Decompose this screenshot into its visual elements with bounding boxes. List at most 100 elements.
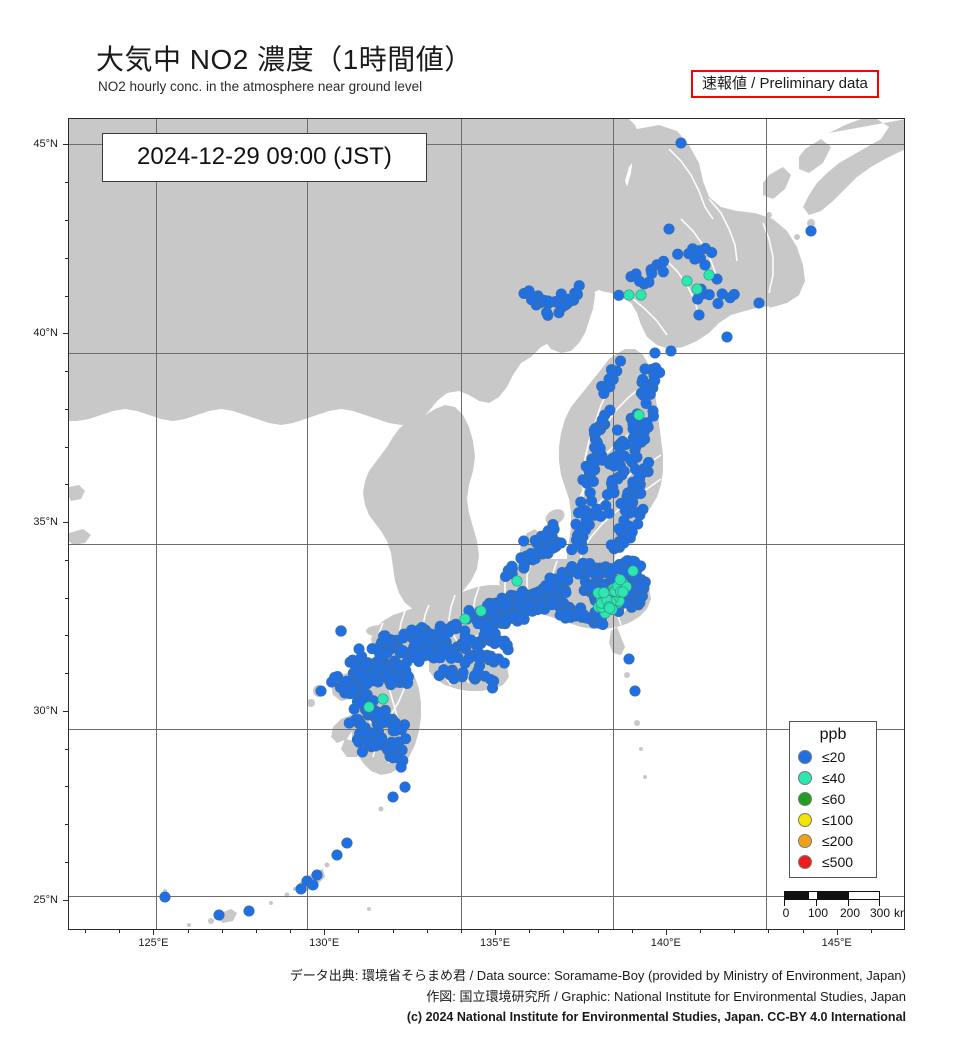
okushiri-island — [516, 318, 526, 328]
legend-item-1: ≤40 — [790, 767, 876, 788]
x-tick-minor — [734, 930, 736, 933]
legend-swatch-icon — [798, 812, 812, 827]
y-tick-minor — [65, 673, 68, 675]
okinawa-main — [299, 869, 325, 891]
gridline-140e — [613, 119, 614, 929]
goto-islet — [307, 699, 315, 707]
scale-label-0: 0 — [782, 906, 790, 920]
legend-rows: ≤20 ≤40 ≤60 ≤100 ≤200 ≤500 — [790, 746, 876, 872]
credit-copyright: (c) 2024 National Institute for Environm… — [406, 1010, 906, 1025]
scale-tick-300 — [879, 900, 880, 906]
x-axis-label: 135°E — [479, 937, 511, 949]
x-tick-minor — [187, 930, 189, 933]
sado-island — [545, 509, 565, 525]
x-tick-minor — [460, 930, 462, 933]
x-tick-minor — [700, 930, 702, 933]
ryukyu-islet-a — [269, 901, 273, 905]
asian-continent — [69, 119, 647, 425]
x-tick-minor — [392, 930, 394, 933]
legend-item-2: ≤60 — [790, 788, 876, 809]
scale-seg-0-100-black — [785, 892, 809, 899]
gridline-25n — [69, 896, 904, 897]
x-tick-minor — [597, 930, 599, 933]
west-islet-2 — [69, 529, 91, 545]
scale-tick-200 — [848, 900, 849, 906]
gridline-130e — [307, 119, 308, 929]
kuril-islet-a — [807, 219, 815, 227]
gridline-30n — [69, 729, 904, 730]
kuril-islet-b — [794, 234, 800, 240]
scale-label-unit: km — [894, 906, 904, 920]
x-tick-minor — [255, 930, 257, 933]
credit-graphic: 作図: 国立環境研究所 / Graphic: National Institut… — [426, 989, 906, 1005]
x-tick-minor — [358, 930, 360, 933]
legend-item-label: ≤500 — [822, 853, 854, 870]
y-tick-minor — [65, 786, 68, 788]
scale-bar: 0 100 200 300 km — [782, 891, 904, 922]
x-tick-minor — [221, 930, 223, 933]
map-plot-area[interactable]: 2024-12-29 09:00 (JST) ppb ≤20 ≤40 ≤60 ≤100… — [68, 118, 905, 930]
x-tick-minor — [870, 930, 872, 933]
y-tick-minor — [65, 748, 68, 750]
y-tick-minor — [65, 635, 68, 637]
legend-item-5: ≤500 — [790, 851, 876, 872]
legend-item-label: ≤200 — [822, 832, 854, 849]
gridline-45n — [69, 144, 904, 145]
west-islet — [69, 485, 85, 501]
scale-seg-100-white — [809, 892, 817, 899]
y-tick-minor — [65, 446, 68, 448]
legend-title: ppb — [819, 726, 847, 743]
y-tick-minor — [65, 862, 68, 864]
legend-item-label: ≤40 — [822, 769, 846, 786]
y-tick-minor — [63, 333, 68, 335]
ishigaki-island — [217, 909, 237, 923]
x-tick-minor — [665, 930, 667, 935]
x-tick-minor — [836, 930, 838, 935]
y-tick-minor — [65, 219, 68, 221]
hachijojima — [634, 720, 640, 726]
map-canvas: 2024-12-29 09:00 (JST) ppb ≤20 ≤40 ≤60 ≤100… — [69, 119, 904, 929]
ryukyu-islet-b — [293, 887, 297, 891]
legend-item-0: ≤20 — [790, 746, 876, 767]
credits-block: データ出典: 環境省そらまめ君 / Data source: Soramame-… — [290, 965, 906, 1027]
goto-islands — [313, 685, 325, 697]
y-tick-minor — [65, 295, 68, 297]
kunashiri — [763, 167, 791, 199]
korean-peninsula — [363, 405, 479, 611]
gridline-35n — [69, 544, 904, 545]
tsushima — [335, 625, 347, 637]
scale-bar-labels: 0 100 200 300 km — [782, 906, 904, 922]
y-axis-label: 30°N — [33, 704, 58, 717]
x-tick-minor — [802, 930, 804, 933]
scale-tick-0 — [784, 900, 785, 906]
legend-item-4: ≤200 — [790, 830, 876, 851]
y-axis-label: 25°N — [33, 893, 58, 906]
oshima-izu — [625, 655, 633, 663]
scale-tick-100 — [816, 900, 817, 906]
page-title: 大気中 NO2 濃度（1時間値） — [96, 44, 473, 75]
legend-box: ppb ≤20 ≤40 ≤60 ≤100 ≤200 ≤500 — [789, 721, 877, 878]
x-axis-label: 130°E — [309, 937, 340, 949]
y-tick-minor — [63, 710, 68, 712]
x-tick-minor — [563, 930, 565, 933]
x-axis-label: 125°E — [138, 937, 169, 949]
amami-oshima — [341, 839, 349, 847]
scale-seg-100-200-black — [817, 892, 849, 899]
y-tick-minor — [65, 824, 68, 826]
kuril-islands — [803, 119, 904, 215]
preliminary-data-badge: 速報値 / Preliminary data — [691, 70, 879, 98]
landmass-group — [69, 119, 904, 927]
y-tick-minor — [65, 257, 68, 259]
x-tick-minor — [529, 930, 531, 933]
honshu-kanto-chubu — [499, 555, 651, 629]
x-axis-label: 140°E — [650, 937, 681, 949]
y-tick-minor — [65, 484, 68, 486]
scale-bar-ticks — [784, 900, 880, 906]
y-tick-minor — [63, 899, 68, 901]
scale-bar-track — [784, 891, 880, 900]
x-tick-minor — [324, 930, 326, 935]
y-axis-label: 35°N — [33, 516, 58, 529]
tokunoshima — [332, 852, 338, 858]
y-tick-minor — [65, 597, 68, 599]
gridline-145e — [766, 119, 767, 929]
